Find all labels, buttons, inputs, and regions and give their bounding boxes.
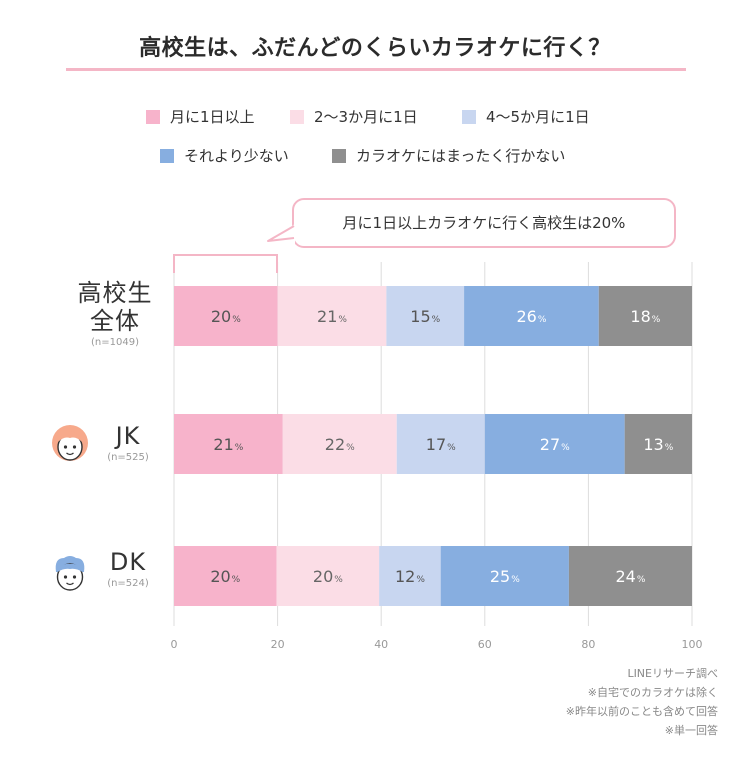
bar-value-label: 20% (211, 307, 241, 326)
legend-item-less: それより少ない (160, 145, 289, 166)
x-tick-labels: 0 20 40 60 80 100 (171, 638, 703, 651)
legend-item-2to3: 2〜3か月に1日 (290, 106, 418, 127)
row-label-all-line1: 高校生 (77, 279, 153, 307)
bar-segment (276, 546, 380, 606)
bar-segment (624, 414, 692, 474)
bar-segment (568, 546, 692, 606)
legend-label-2to3: 2〜3か月に1日 (314, 108, 418, 126)
legend-item-never: カラオケにはまったく行かない (332, 145, 565, 166)
x-tick-label: 40 (374, 638, 388, 651)
x-tick-label: 60 (478, 638, 492, 651)
bar-value-label: 18% (630, 307, 660, 326)
row-label-all-line2: 全体 (90, 307, 140, 335)
bar-value-label: 26% (516, 307, 546, 326)
note-source: LINEリサーチ調べ (627, 667, 718, 680)
bar-segment (379, 546, 441, 606)
callout-tail-outline (267, 225, 295, 242)
bar-segment (440, 546, 569, 606)
callout-box: 月に1日以上カラオケに行く高校生は20% (292, 198, 676, 248)
bar-value-label: 17% (426, 435, 456, 454)
bar-value-label: 21% (213, 435, 243, 454)
bar-segment (396, 414, 485, 474)
bar-value-label: 20% (313, 567, 343, 586)
x-tick-label: 0 (171, 638, 178, 651)
title-underline (66, 68, 686, 71)
legend-swatch-less (160, 148, 174, 163)
legend-item-monthly: 月に1日以上 (146, 106, 255, 127)
legend-swatch-2to3 (290, 109, 304, 124)
bar-value-label: 20% (210, 567, 240, 586)
row-label-all: 高校生 全体 (n=1049) (60, 279, 170, 348)
row-label-jk-n: (n=525) (107, 452, 149, 463)
row-label-dk: DK (n=524) (98, 548, 158, 589)
legend-label-4to5: 4〜5か月に1日 (486, 108, 590, 126)
bar-value-label: 12% (395, 567, 425, 586)
note-exclude-home: ※自宅でのカラオケは除く (587, 686, 718, 699)
x-tick-label: 20 (271, 638, 285, 651)
bar-segment (386, 286, 465, 346)
bar-value-label: 25% (490, 567, 520, 586)
note-past-included: ※昨年以前のことも含めて回答 (565, 705, 718, 718)
bar-value-label: 24% (615, 567, 645, 586)
note-single-answer: ※単一回答 (664, 724, 718, 737)
bar-segment (174, 546, 277, 606)
chart-title: 高校生は、ふだんどのくらいカラオケに行く？ (139, 36, 611, 61)
bar-labels: 20% 21% 15% 26% 18% 21% 22% 17% 27% 13% 20% 20% 12% 2… (210, 307, 673, 586)
bar-value-label: 13% (643, 435, 673, 454)
callout-text: 月に1日以上カラオケに行く高校生は20% (342, 214, 626, 232)
legend-swatch-4to5 (462, 109, 476, 124)
bar-segment (174, 286, 278, 346)
bars (174, 286, 692, 606)
legend-label-never: カラオケにはまったく行かない (356, 147, 566, 165)
bar-segment (282, 414, 397, 474)
boy-face-icon (50, 552, 90, 598)
bar-segment (174, 414, 283, 474)
row-label-jk-text: JK (115, 422, 141, 450)
legend-swatch-never (332, 148, 346, 163)
legend-label-monthly: 月に1日以上 (170, 108, 255, 126)
row-label-all-n: (n=1049) (91, 337, 139, 348)
bar-segment (277, 286, 387, 346)
bar-value-label: 27% (540, 435, 570, 454)
row-label-jk: JK (n=525) (98, 422, 158, 463)
callout-bracket (173, 254, 278, 273)
legend-label-less: それより少ない (184, 147, 289, 165)
row-label-dk-n: (n=524) (107, 578, 149, 589)
bar-value-label: 15% (410, 307, 440, 326)
bar-segment (598, 286, 692, 346)
legend-item-4to5: 4〜5か月に1日 (462, 106, 590, 127)
row-label-dk-text: DK (109, 548, 147, 576)
bar-value-label: 21% (317, 307, 347, 326)
notes: LINEリサーチ調べ ※自宅でのカラオケは除く ※昨年以前のことも含めて回答 ※… (566, 664, 718, 740)
bar-segment (464, 286, 599, 346)
girl-face-icon (50, 422, 90, 468)
x-tick-label: 80 (581, 638, 595, 651)
bar-segment (484, 414, 625, 474)
bar-value-label: 22% (325, 435, 355, 454)
x-tick-label: 100 (682, 638, 703, 651)
legend-swatch-monthly (146, 109, 160, 124)
